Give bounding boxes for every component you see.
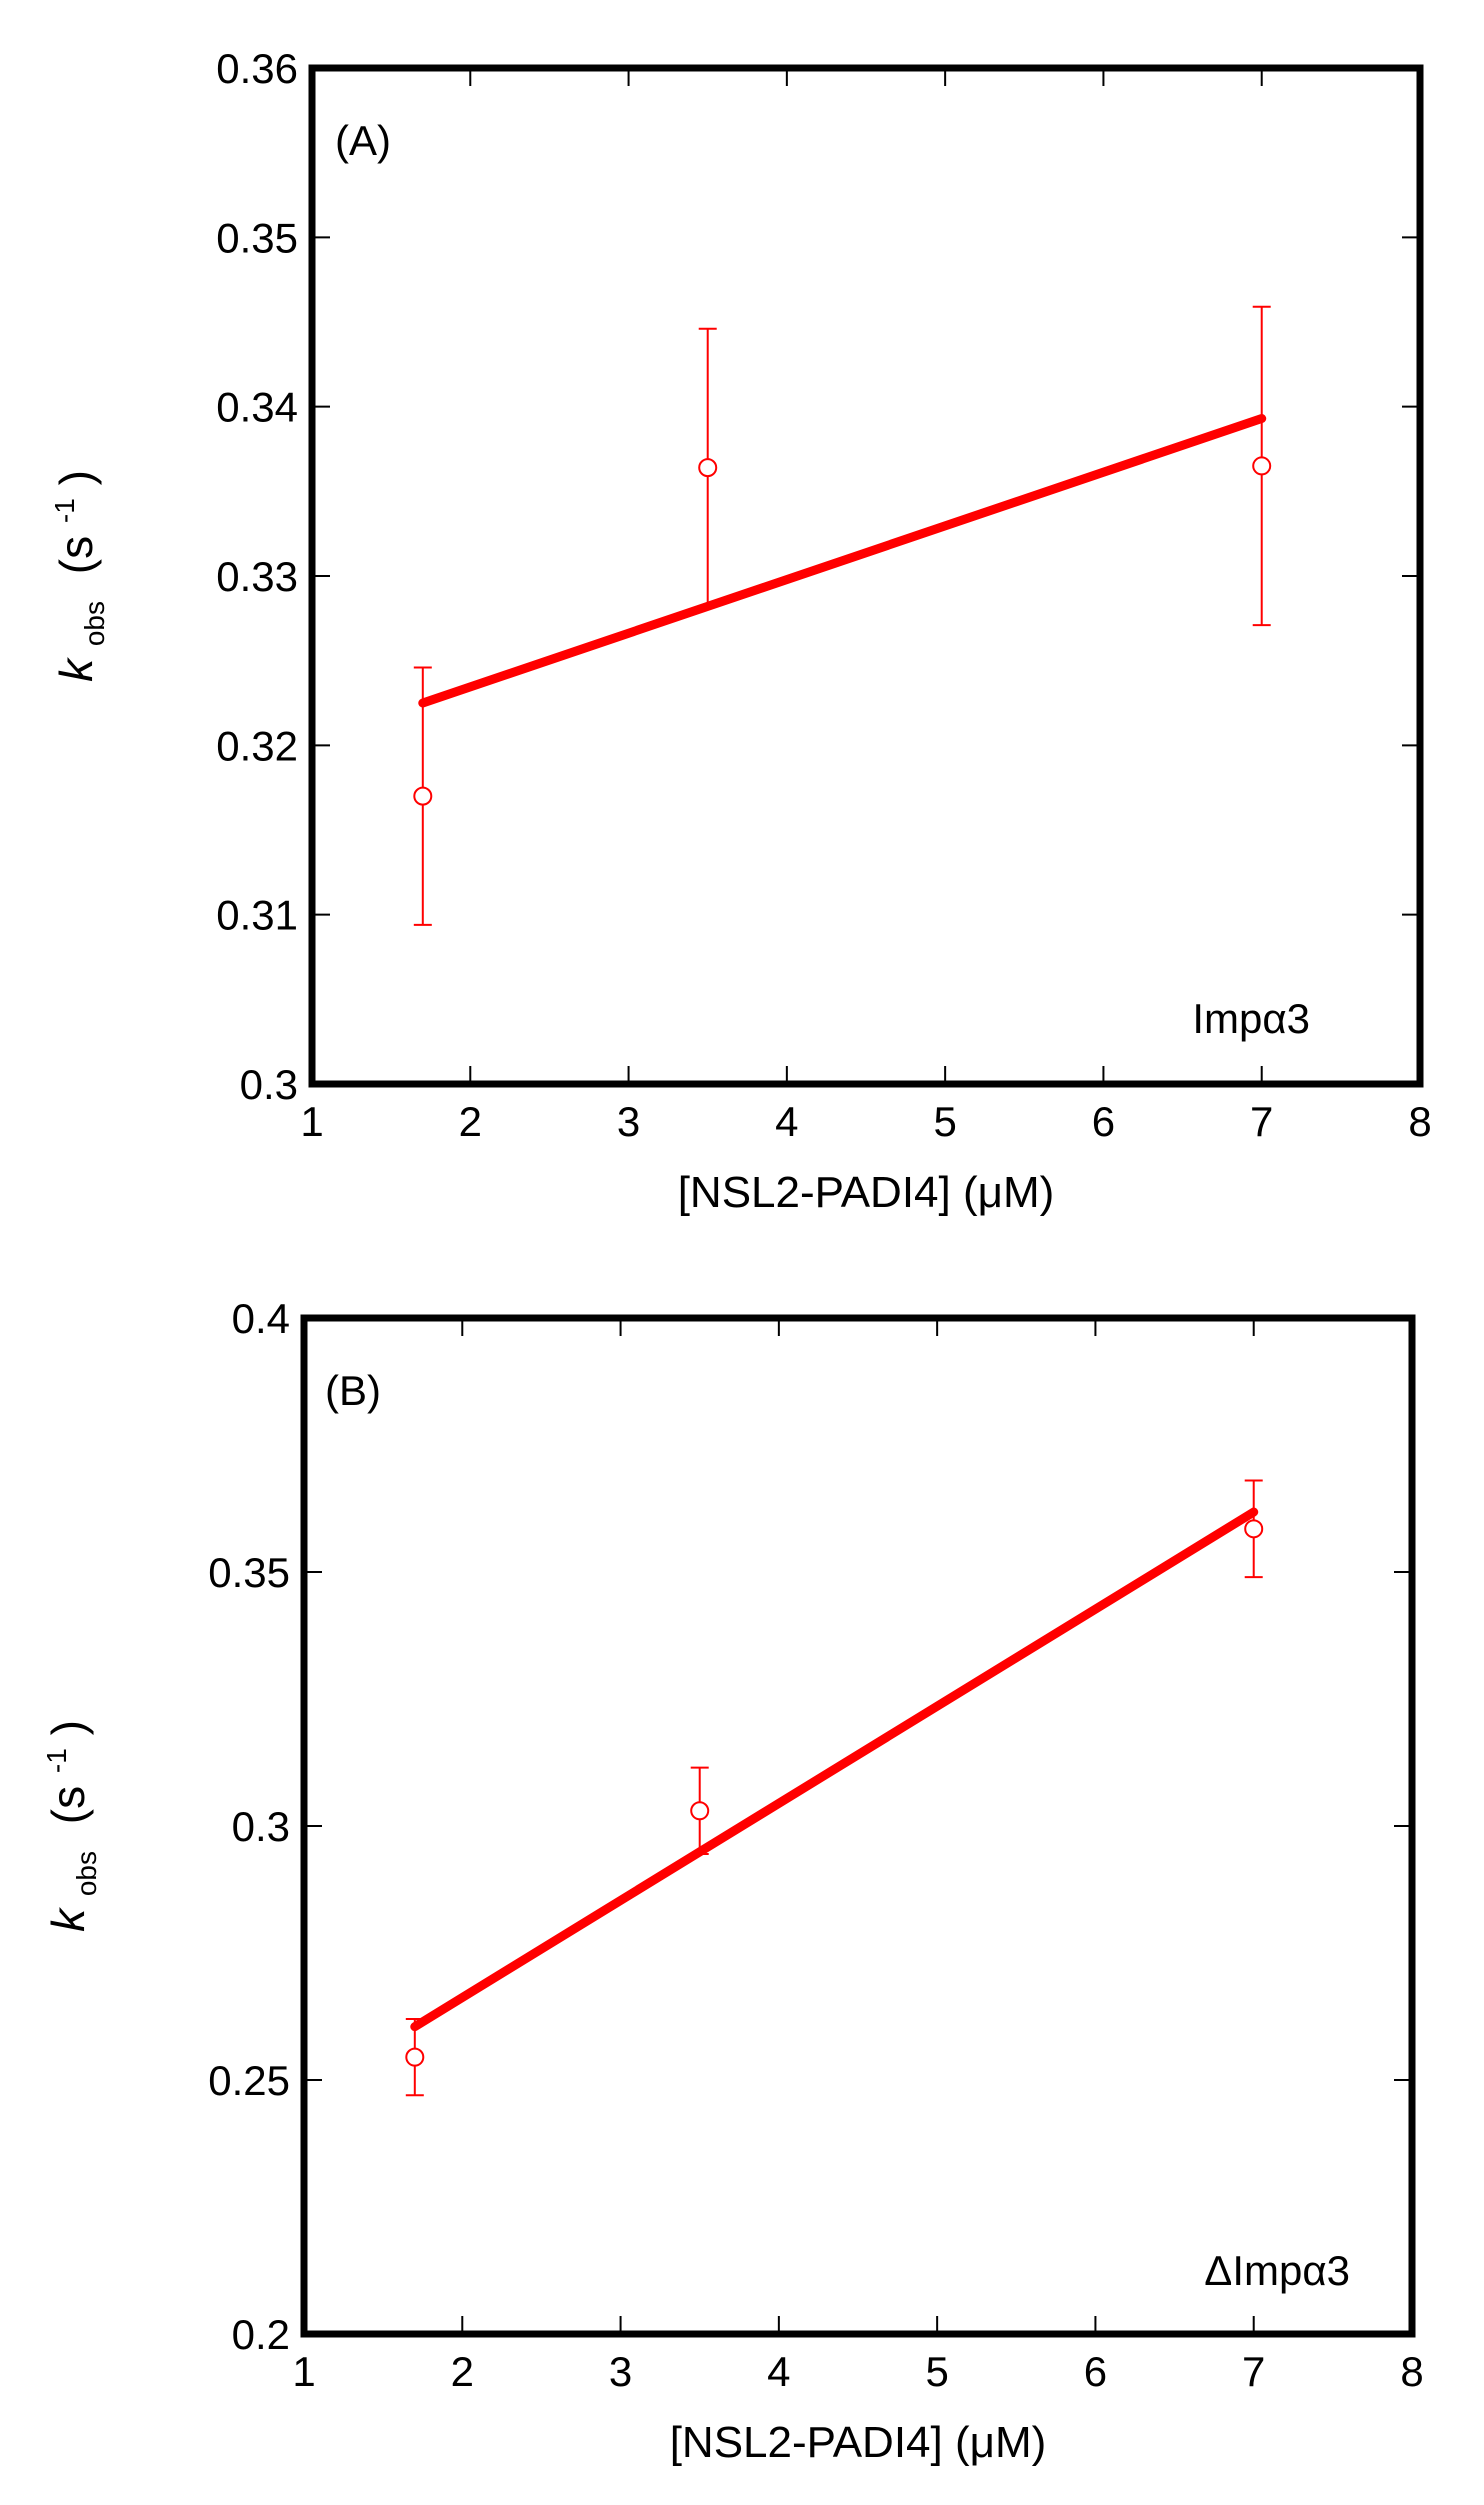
panel-b-x-axis-label: [NSL2-PADI4] (μM) <box>670 2418 1047 2467</box>
svg-text:k obs (s: k obs (s -1 ) <box>32 470 114 682</box>
panel-b-y-label-sub: obs <box>71 1851 102 1896</box>
panel-b-y-label-close: ) <box>42 1720 94 1735</box>
panel-a-y-label-k: k <box>50 657 102 682</box>
panel-b-label: (B) <box>325 1367 381 1414</box>
panel-b-y-tick-label: 0.2 <box>232 2311 290 2358</box>
panel-b-fit-layer <box>410 1507 1259 2032</box>
panel-b: 1 2 3 4 5 6 7 8 0.2 0.25 0.3 0.35 0.4 (B) ΔImpα3 [N… <box>24 1295 1424 2467</box>
panel-a-ticks <box>311 67 1421 1085</box>
panel-a-y-label-open: (s <box>50 536 102 574</box>
panel-a-points-layer <box>413 305 1272 926</box>
panel-b-series-label: ΔImpα3 <box>1204 2247 1350 2294</box>
panel-a-x-tick-label: 8 <box>1408 1098 1431 1145</box>
panel-b-data-point <box>690 1766 710 1855</box>
panel-b-point-marker <box>1244 1519 1264 1539</box>
panel-a-point-marker <box>1252 456 1272 476</box>
panel-b-x-tick-label: 7 <box>1242 2348 1265 2395</box>
panel-a-y-tick-label: 0.31 <box>216 892 298 939</box>
panel-b-y-tick-label: 0.3 <box>232 1803 290 1850</box>
panel-a-x-tick-label: 2 <box>459 1098 482 1145</box>
panel-a-y-tick-label: 0.35 <box>216 214 298 261</box>
panel-a-label: (A) <box>335 117 391 164</box>
panel-b-fit-line <box>410 1507 1259 2032</box>
panel-b-y-tick-label: 0.4 <box>232 1295 290 1342</box>
panel-a-point-marker <box>698 458 718 478</box>
panel-a-y-tick-label: 0.3 <box>240 1061 298 1108</box>
panel-a-fit-layer <box>418 414 1267 708</box>
panel-b-ticks <box>303 1317 1413 2335</box>
panel-b-points-layer <box>405 1479 1264 2097</box>
panel-a-y-axis-label: k obs (s -1 ) <box>32 470 114 682</box>
panel-b-x-tick-label: 2 <box>451 2348 474 2395</box>
panel-a-y-tick-labels: 0.3 0.31 0.32 0.33 0.34 0.35 0.36 <box>216 45 298 1108</box>
panel-b-x-tick-label: 4 <box>767 2348 790 2395</box>
panel-b-x-tick-label: 1 <box>292 2348 315 2395</box>
panel-a-point-marker <box>413 786 433 806</box>
panel-a-y-tick-label: 0.36 <box>216 45 298 92</box>
panel-b-point-marker <box>690 1801 710 1821</box>
panel-a-y-tick-label: 0.33 <box>216 553 298 600</box>
panel-a-x-tick-label: 3 <box>617 1098 640 1145</box>
panel-a-y-label-close: ) <box>50 470 102 485</box>
panel-a: 1 2 3 4 5 6 7 8 0.3 0.31 0.32 0.33 0.34 0.35 0.36 (A)… <box>32 45 1432 1217</box>
panel-b-point-marker <box>405 2047 425 2067</box>
panel-b-y-axis-label: k obs (s -1 ) <box>24 1720 106 1932</box>
panel-a-x-axis-label: [NSL2-PADI4] (μM) <box>678 1168 1055 1217</box>
panel-a-data-point <box>413 666 433 926</box>
panel-a-data-point <box>1252 305 1272 627</box>
panel-b-plot-frame <box>300 1314 1416 2338</box>
panel-b-x-tick-label: 3 <box>609 2348 632 2395</box>
panel-a-y-label-sub: obs <box>79 601 110 646</box>
panel-a-data-point <box>698 327 718 608</box>
panel-a-plot-frame <box>308 64 1424 1088</box>
panel-b-y-label-k: k <box>42 1907 94 1932</box>
panel-a-x-tick-label: 1 <box>300 1098 323 1145</box>
panel-b-data-point <box>405 2018 425 2097</box>
svg-text:k obs (s: k obs (s -1 ) <box>24 1720 106 1932</box>
panel-b-x-tick-label: 8 <box>1400 2348 1423 2395</box>
panel-b-y-label-open: (s <box>42 1786 94 1824</box>
panel-a-y-tick-label: 0.34 <box>216 384 298 431</box>
panel-a-x-tick-label: 6 <box>1092 1098 1115 1145</box>
panel-a-x-tick-label: 7 <box>1250 1098 1273 1145</box>
panel-b-y-tick-label: 0.25 <box>208 2057 290 2104</box>
panel-a-y-tick-label: 0.32 <box>216 722 298 769</box>
panel-a-x-tick-labels: 1 2 3 4 5 6 7 8 <box>300 1098 1431 1145</box>
panel-a-x-tick-label: 4 <box>775 1098 798 1145</box>
panel-a-fit-line <box>418 414 1267 708</box>
panel-a-y-label-exp: -1 <box>49 498 80 523</box>
panel-a-series-label: Impα3 <box>1192 995 1310 1042</box>
panel-b-data-point <box>1244 1479 1264 1579</box>
panel-b-x-tick-label: 5 <box>925 2348 948 2395</box>
panel-b-x-tick-label: 6 <box>1084 2348 1107 2395</box>
panel-b-y-tick-labels: 0.2 0.25 0.3 0.35 0.4 <box>208 1295 290 2358</box>
panel-b-y-tick-label: 0.35 <box>208 1549 290 1596</box>
panel-b-y-label-exp: -1 <box>41 1748 72 1773</box>
panel-a-x-tick-label: 5 <box>933 1098 956 1145</box>
panel-b-x-tick-labels: 1 2 3 4 5 6 7 8 <box>292 2348 1423 2395</box>
